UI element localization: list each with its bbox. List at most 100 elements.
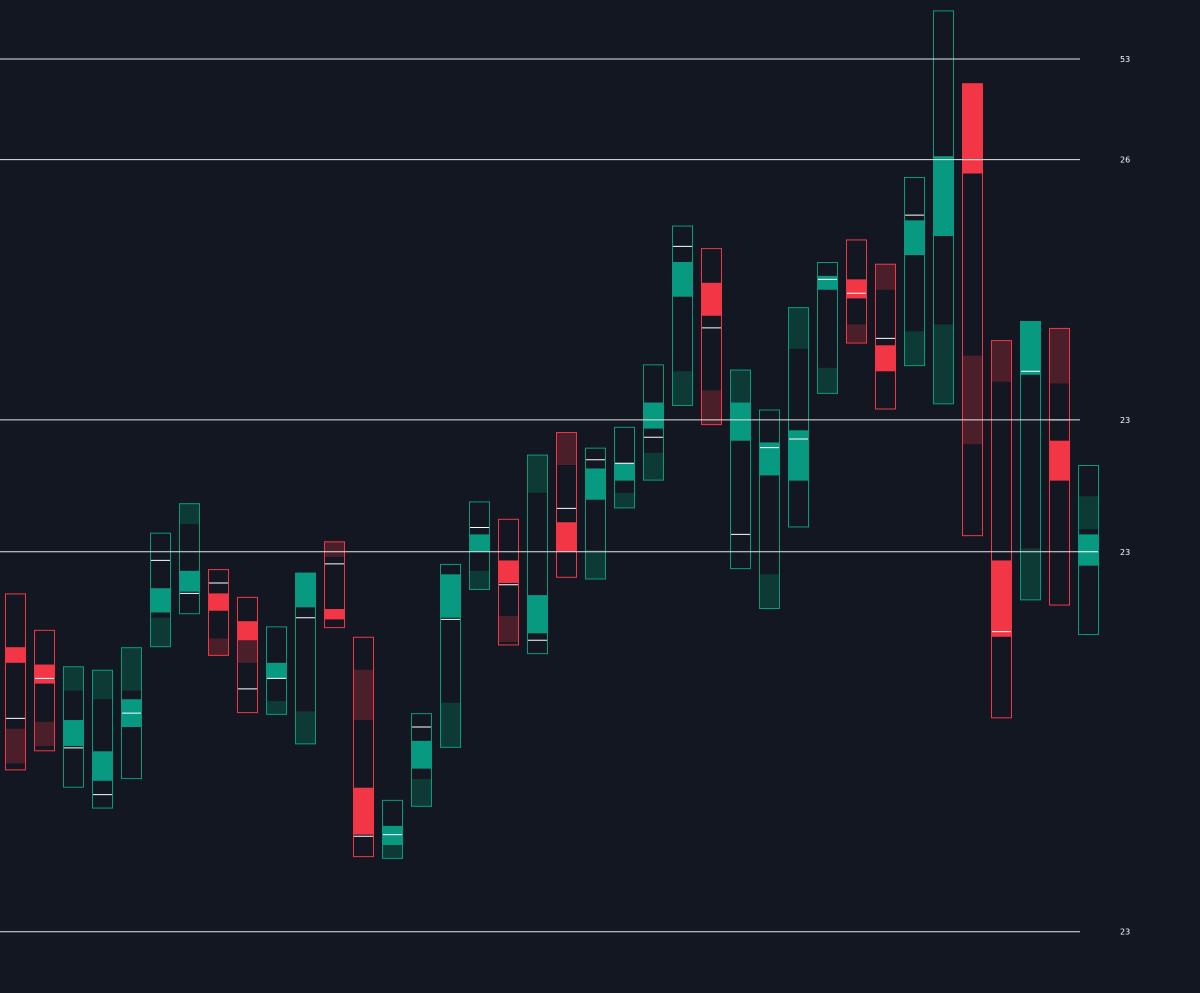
candle[interactable] — [933, 10, 954, 405]
price-levels-layer: 53 26 23 23 23 — [0, 55, 1130, 937]
candle[interactable] — [585, 447, 606, 580]
candle-volume-zone — [672, 371, 693, 407]
candle-range-outline — [382, 799, 403, 859]
candle-range-outline — [614, 426, 635, 509]
candle-body — [295, 572, 316, 608]
candle[interactable] — [266, 626, 287, 715]
candle-body — [556, 522, 577, 552]
candle[interactable] — [208, 569, 229, 656]
candle-range-outline — [498, 518, 519, 646]
candle-range-outline — [150, 532, 171, 648]
candle-volume-zone — [440, 702, 461, 748]
candle[interactable] — [788, 307, 809, 528]
candle-volume-zone — [817, 367, 838, 394]
candle-body — [817, 275, 838, 290]
candle[interactable] — [730, 369, 751, 570]
candle-body — [1020, 320, 1041, 375]
price-level-label: 53 — [1120, 55, 1130, 64]
candle-volume-zone — [788, 307, 809, 349]
candle-range-outline — [788, 307, 809, 528]
candle[interactable] — [411, 713, 432, 807]
candle[interactable] — [498, 518, 519, 646]
candle-range-outline — [34, 629, 55, 752]
candle-volume-zone — [469, 570, 490, 590]
candle[interactable] — [1049, 327, 1070, 606]
candle-volume-zone — [266, 700, 287, 715]
candle-body — [63, 720, 84, 747]
candle[interactable] — [1078, 465, 1099, 636]
candle[interactable] — [875, 263, 896, 410]
candle[interactable] — [295, 572, 316, 745]
candle[interactable] — [382, 799, 403, 859]
candle[interactable] — [846, 239, 867, 344]
candle[interactable] — [556, 432, 577, 578]
candle-range-outline — [585, 447, 606, 580]
candle[interactable] — [904, 176, 925, 367]
candle-volume-zone — [875, 263, 896, 290]
candle[interactable] — [440, 563, 461, 748]
candle[interactable] — [1020, 320, 1041, 601]
candle-volume-zone — [991, 340, 1012, 382]
candle[interactable] — [353, 636, 374, 858]
candle[interactable] — [324, 541, 345, 629]
candle-body — [672, 261, 693, 297]
candle[interactable] — [237, 596, 258, 714]
candle[interactable] — [5, 593, 26, 771]
candle-range-outline — [991, 340, 1012, 719]
candle[interactable] — [962, 83, 983, 537]
candle-volume-zone — [585, 550, 606, 580]
candle[interactable] — [527, 454, 548, 655]
candle[interactable] — [991, 340, 1012, 719]
candle-body — [324, 609, 345, 620]
candle-range-outline — [701, 248, 722, 426]
candle[interactable] — [817, 261, 838, 394]
candle-range-outline — [556, 432, 577, 578]
price-level[interactable]: 23 — [0, 416, 1130, 425]
candle-range-outline — [846, 239, 867, 344]
candle-body — [92, 751, 113, 781]
candle-volume-zone — [643, 452, 664, 481]
candle[interactable] — [469, 501, 490, 590]
candle-range-outline — [1020, 320, 1041, 601]
candle[interactable] — [63, 666, 84, 788]
candle[interactable] — [614, 426, 635, 509]
candle-volume-zone — [179, 503, 200, 524]
candle-volume-zone — [121, 647, 142, 691]
candle[interactable] — [150, 532, 171, 648]
candle[interactable] — [701, 248, 722, 426]
candle-volume-zone — [1049, 327, 1070, 384]
candle-volume-zone — [34, 721, 55, 747]
candle-range-outline — [875, 263, 896, 410]
price-level[interactable]: 23 — [0, 928, 1130, 937]
price-level[interactable]: 53 — [0, 55, 1130, 64]
price-level[interactable]: 26 — [0, 156, 1130, 165]
candle[interactable] — [179, 503, 200, 615]
candle[interactable] — [92, 669, 113, 809]
candle-body — [846, 279, 867, 299]
candle-body — [701, 282, 722, 316]
candle[interactable] — [759, 409, 780, 610]
candle-volume-zone — [324, 541, 345, 557]
candle-body — [1078, 534, 1099, 566]
candle-volume-zone — [208, 638, 229, 656]
candle-body — [5, 647, 26, 663]
candle-range-outline — [1078, 465, 1099, 636]
candle-range-outline — [179, 503, 200, 615]
candle[interactable] — [672, 225, 693, 407]
candle-body — [933, 156, 954, 236]
candle-range-outline — [5, 593, 26, 771]
candle-volume-zone — [92, 669, 113, 700]
candle-range-outline — [643, 364, 664, 481]
candle-body — [179, 570, 200, 592]
candle-volume-zone — [382, 841, 403, 859]
candle[interactable] — [121, 647, 142, 780]
candle-body — [585, 468, 606, 500]
candle-range-outline — [121, 647, 142, 780]
candle[interactable] — [34, 629, 55, 752]
candle-body — [788, 430, 809, 481]
candle[interactable] — [643, 364, 664, 481]
candle-range-outline — [266, 626, 287, 715]
price-level[interactable]: 23 — [0, 548, 1130, 557]
